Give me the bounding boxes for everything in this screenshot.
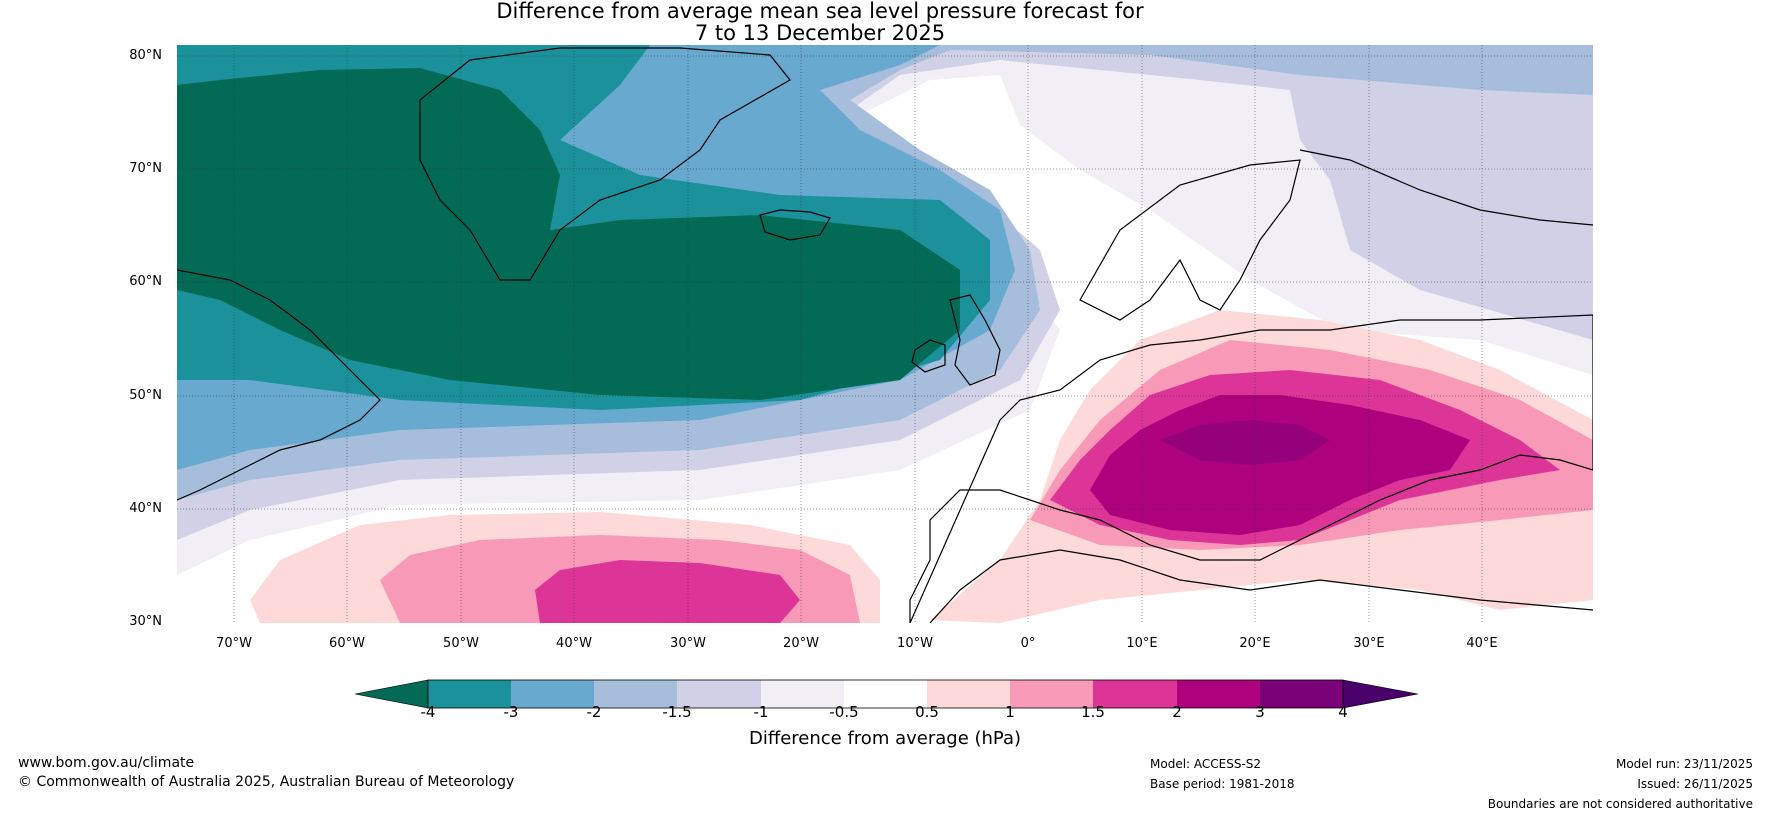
issued-date: Issued: 26/11/2025 [1637, 777, 1753, 791]
graticule [177, 45, 1593, 623]
colorbar-swatch-7 [927, 680, 1010, 708]
colorbar-tick-label: 1.5 [1081, 703, 1105, 721]
lat-label-80n: 80°N [129, 48, 162, 63]
lat-label-40n: 40°N [129, 501, 162, 516]
colorbar-tick-label: -0.5 [829, 703, 859, 721]
lon-label-20w: 20°W [783, 636, 819, 651]
colorbar-tick-label: -2 [586, 703, 602, 721]
colorbar-swatch-5 [761, 680, 844, 708]
copyright-text: © Commonwealth of Australia 2025, Austra… [18, 774, 515, 790]
colorbar-title: Difference from average (hPa) [748, 728, 1022, 749]
colorbar-tick-label: 2 [1172, 703, 1182, 721]
colorbar-swatch-9 [1093, 680, 1177, 708]
lon-label-30e: 30°E [1353, 636, 1385, 651]
lat-label-50n: 50°N [129, 388, 162, 403]
anomaly-band-pos-3 [1160, 420, 1330, 465]
anomaly-band-sub-1.5 [535, 560, 800, 623]
colorbar-tick-label: 0.5 [915, 703, 939, 721]
colorbar-tick-label: -4 [420, 703, 436, 721]
map-field [177, 45, 1593, 623]
lat-label-70n: 70°N [129, 161, 162, 176]
lon-label-40w: 40°W [556, 636, 592, 651]
colorbar-swatch-2 [511, 680, 594, 708]
africa-coast [929, 549, 1593, 623]
colorbar-tick-label: 3 [1255, 703, 1265, 721]
colorbar-swatch-1 [428, 680, 511, 708]
lon-label-10w: 10°W [897, 636, 933, 651]
colorbar-tick-label: 1 [1005, 703, 1015, 721]
russia-arctic-coast [1299, 149, 1593, 226]
colorbar-tick-label: -1.5 [662, 703, 692, 721]
lon-label-50w: 50°W [443, 636, 479, 651]
colorbar-swatch-3 [594, 680, 677, 708]
colorbar-tick-label: -3 [503, 703, 519, 721]
ireland-coast [911, 339, 946, 373]
model-name: Model: ACCESS-S2 [1150, 757, 1262, 771]
lon-label-10e: 10°E [1126, 636, 1158, 651]
colorbar-tick-label: -1 [753, 703, 769, 721]
lat-label-30n: 30°N [129, 614, 162, 629]
colorbar-tick-label: 4 [1338, 703, 1348, 721]
website-link[interactable]: www.bom.gov.au/climate [18, 755, 195, 771]
map-title-line1: Difference from average mean sea level p… [496, 0, 1144, 23]
lat-label-60n: 60°N [129, 274, 162, 289]
north-america-coast [177, 269, 381, 501]
colorbar-swatch-4 [677, 680, 761, 708]
colorbar [354, 679, 1419, 709]
colorbar-swatch-11 [1260, 680, 1343, 708]
britain-coast [949, 294, 1001, 386]
scandinavia-coast [1079, 159, 1301, 321]
lon-label-20e: 20°E [1239, 636, 1271, 651]
lon-label-0: 0° [1020, 636, 1036, 651]
anomaly-band-pos-2 [1090, 395, 1470, 535]
boundaries-disclaimer: Boundaries are not considered authoritat… [1487, 797, 1753, 811]
lon-label-60w: 60°W [329, 636, 365, 651]
model-run-date: Model run: 23/11/2025 [1615, 757, 1753, 771]
lon-label-30w: 30°W [670, 636, 706, 651]
lon-label-70w: 70°W [216, 636, 252, 651]
colorbar-swatch-8 [1010, 680, 1093, 708]
iceland-coast [759, 209, 831, 241]
coastlines [177, 47, 1593, 623]
anomaly-band-neg-4 [177, 68, 960, 400]
lon-label-40e: 40°E [1466, 636, 1498, 651]
colorbar-swatch-10 [1177, 680, 1260, 708]
map-title-line2: 7 to 13 December 2025 [694, 21, 946, 45]
colorbar-swatch-6 [844, 680, 927, 708]
europe-coast [909, 314, 1593, 623]
base-period: Base period: 1981-2018 [1150, 777, 1295, 791]
greenland-coast [419, 47, 791, 281]
